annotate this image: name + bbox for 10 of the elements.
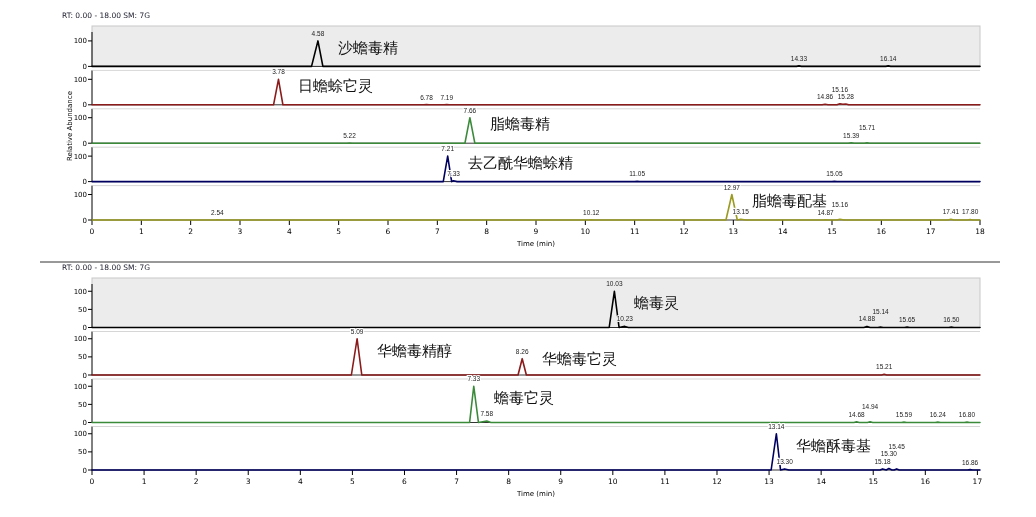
annotation: 脂蟾毒精 [489, 115, 550, 134]
annotation: 脂蟾毒配基 [751, 192, 827, 211]
annotation: 沙蟾毒精 [337, 38, 398, 57]
annotation: 华蟾毒它灵 [542, 350, 618, 368]
annotation: 华蟾酥毒基 [796, 436, 872, 455]
annotation: 去乙酰华蟾蜍精 [467, 153, 573, 172]
annotation: 蟾毒它灵 [493, 389, 554, 408]
annotation: 华蟾毒精醇 [377, 341, 453, 360]
annotation: 蟾毒灵 [634, 294, 680, 313]
annotation: 日蟾蜍它灵 [298, 77, 374, 96]
